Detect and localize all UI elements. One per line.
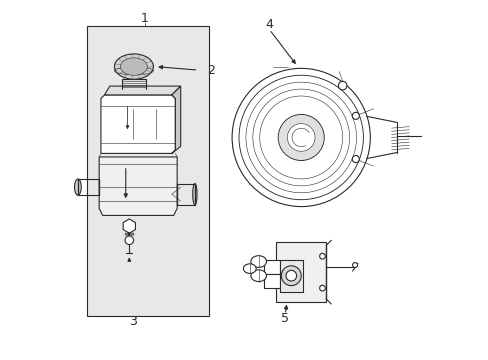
Circle shape: [287, 123, 314, 151]
Ellipse shape: [74, 179, 81, 195]
Circle shape: [352, 262, 357, 267]
Bar: [276, 242, 325, 302]
Circle shape: [285, 270, 296, 281]
Circle shape: [338, 81, 346, 90]
Text: 5: 5: [281, 312, 289, 325]
Ellipse shape: [250, 256, 266, 267]
Polygon shape: [101, 95, 175, 153]
Ellipse shape: [232, 68, 369, 207]
Bar: [86, 26, 209, 316]
Text: 1: 1: [141, 12, 148, 24]
Circle shape: [351, 156, 359, 163]
Circle shape: [319, 253, 325, 259]
Circle shape: [278, 114, 324, 161]
Bar: [279, 260, 303, 292]
Polygon shape: [123, 219, 135, 233]
Ellipse shape: [250, 270, 266, 282]
Circle shape: [427, 129, 432, 135]
Bar: [264, 260, 279, 274]
Circle shape: [319, 285, 325, 291]
Polygon shape: [104, 86, 181, 95]
Circle shape: [351, 112, 359, 120]
Ellipse shape: [192, 184, 197, 205]
Ellipse shape: [120, 58, 147, 75]
Ellipse shape: [243, 264, 256, 273]
Text: 3: 3: [129, 315, 137, 328]
Bar: [264, 274, 279, 288]
Text: 2: 2: [207, 64, 215, 77]
Text: 4: 4: [265, 18, 273, 31]
Polygon shape: [99, 157, 177, 215]
Circle shape: [281, 266, 301, 285]
Ellipse shape: [114, 54, 153, 79]
Circle shape: [125, 236, 133, 244]
Polygon shape: [171, 86, 181, 153]
